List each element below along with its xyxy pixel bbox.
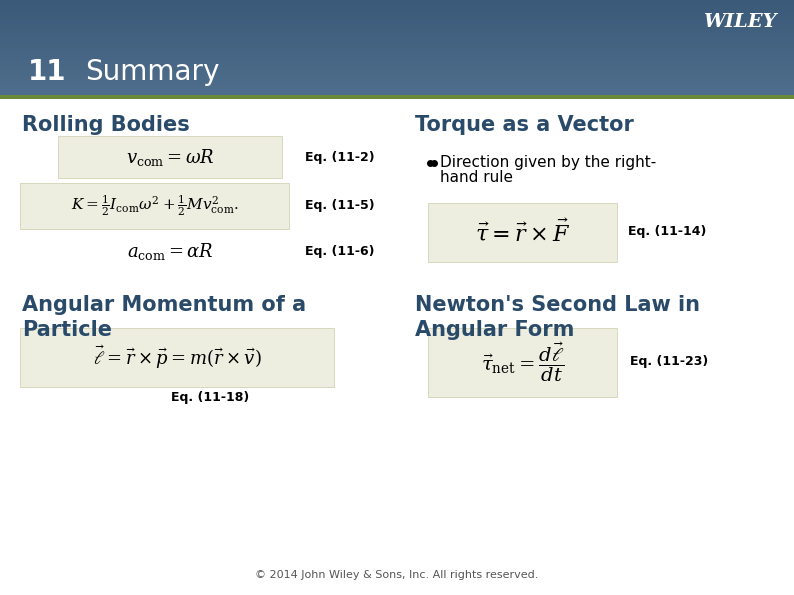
Text: $K = \frac{1}{2}I_{\rm com}\omega^2 + \frac{1}{2}Mv_{\rm com}^2.$: $K = \frac{1}{2}I_{\rm com}\omega^2 + \f… xyxy=(71,193,239,218)
Bar xyxy=(0,86,794,89)
Text: Angular Momentum of a
Particle: Angular Momentum of a Particle xyxy=(22,295,306,340)
Text: hand rule: hand rule xyxy=(440,171,513,186)
Text: Direction given by the right-: Direction given by the right- xyxy=(440,155,657,171)
Bar xyxy=(0,92,794,95)
Bar xyxy=(0,82,794,86)
Text: © 2014 John Wiley & Sons, Inc. All rights reserved.: © 2014 John Wiley & Sons, Inc. All right… xyxy=(256,570,538,580)
FancyBboxPatch shape xyxy=(58,136,282,178)
Bar xyxy=(0,57,794,60)
Bar xyxy=(0,10,794,12)
Text: Eq. (11-23): Eq. (11-23) xyxy=(630,355,708,368)
Bar xyxy=(0,70,794,73)
Bar xyxy=(0,95,794,99)
Bar xyxy=(0,7,794,10)
Text: $\vec{\tau}_{\rm net} = \dfrac{d\vec{\ell}}{dt}$: $\vec{\tau}_{\rm net} = \dfrac{d\vec{\el… xyxy=(481,340,565,384)
Bar xyxy=(0,99,794,595)
Text: 11: 11 xyxy=(28,58,67,86)
Bar xyxy=(0,60,794,63)
Bar xyxy=(0,54,794,57)
Bar xyxy=(0,16,794,19)
Bar xyxy=(0,32,794,35)
Text: Rolling Bodies: Rolling Bodies xyxy=(22,115,190,135)
Bar xyxy=(0,3,794,7)
FancyBboxPatch shape xyxy=(428,328,617,397)
Bar xyxy=(0,22,794,26)
Text: Summary: Summary xyxy=(85,58,219,86)
FancyBboxPatch shape xyxy=(428,203,617,262)
Text: WILEY: WILEY xyxy=(703,13,777,31)
Bar xyxy=(0,45,794,48)
Bar xyxy=(0,73,794,76)
Text: $\vec{\tau} = \vec{r} \times \vec{F}$: $\vec{\tau} = \vec{r} \times \vec{F}$ xyxy=(476,218,571,245)
Bar xyxy=(0,41,794,45)
Bar xyxy=(0,0,794,3)
Bar xyxy=(0,76,794,79)
Bar xyxy=(0,35,794,38)
FancyBboxPatch shape xyxy=(20,183,289,229)
Bar xyxy=(0,79,794,82)
Text: Eq. (11-5): Eq. (11-5) xyxy=(305,199,375,212)
Bar xyxy=(0,51,794,54)
Text: Eq. (11-2): Eq. (11-2) xyxy=(305,151,375,164)
Bar xyxy=(0,89,794,92)
FancyBboxPatch shape xyxy=(20,328,334,387)
Bar xyxy=(0,67,794,70)
Bar xyxy=(0,12,794,16)
Bar xyxy=(0,26,794,29)
Bar xyxy=(0,48,794,51)
Bar xyxy=(0,38,794,41)
Text: Eq. (11-18): Eq. (11-18) xyxy=(171,390,249,403)
Text: $a_{\rm com} = \alpha R$: $a_{\rm com} = \alpha R$ xyxy=(126,242,214,262)
Text: Newton's Second Law in
Angular Form: Newton's Second Law in Angular Form xyxy=(415,295,700,340)
FancyBboxPatch shape xyxy=(0,0,794,95)
Text: Torque as a Vector: Torque as a Vector xyxy=(415,115,634,135)
Text: $v_{\rm com} = \omega R$: $v_{\rm com} = \omega R$ xyxy=(125,146,214,168)
Bar xyxy=(0,19,794,22)
Text: $\vec{\ell} = \vec{r} \times \vec{p} = m(\vec{r} \times \vec{v})$: $\vec{\ell} = \vec{r} \times \vec{p} = m… xyxy=(93,343,261,371)
Text: Eq. (11-6): Eq. (11-6) xyxy=(305,246,375,258)
Text: Eq. (11-14): Eq. (11-14) xyxy=(628,226,707,239)
Bar xyxy=(0,63,794,67)
Bar xyxy=(0,29,794,32)
